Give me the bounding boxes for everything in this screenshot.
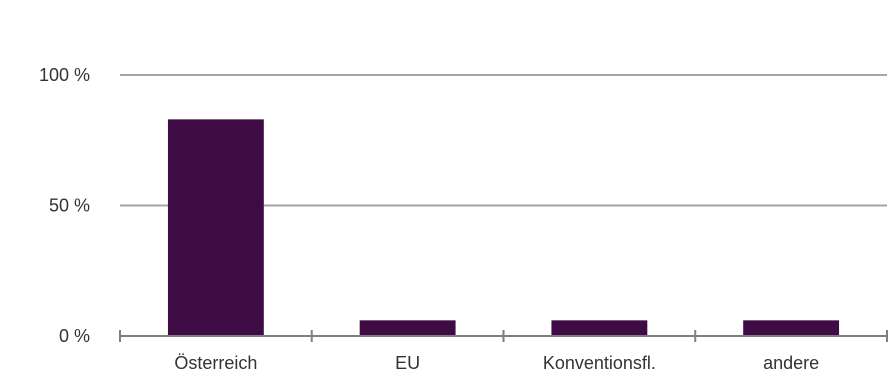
- x-tick-label-3: andere: [763, 353, 819, 373]
- bar-0: [167, 119, 264, 337]
- bar-2: [551, 320, 648, 336]
- x-axis-tick-labels: Österreich EU Konventionsfl. andere: [174, 353, 819, 373]
- x-tick-label-1: EU: [395, 353, 420, 373]
- y-axis-tick-labels: 0 % 50 % 100 %: [39, 65, 90, 346]
- x-tick-label-0: Österreich: [174, 353, 257, 373]
- x-axis: [119, 330, 888, 342]
- bar-1: [359, 320, 456, 336]
- bar-3: [743, 320, 840, 336]
- bars: [167, 119, 840, 337]
- y-tick-label-50: 50 %: [49, 196, 90, 216]
- x-tick-label-2: Konventionsfl.: [543, 353, 656, 373]
- y-tick-label-100: 100 %: [39, 65, 90, 85]
- y-tick-label-0: 0 %: [59, 326, 90, 346]
